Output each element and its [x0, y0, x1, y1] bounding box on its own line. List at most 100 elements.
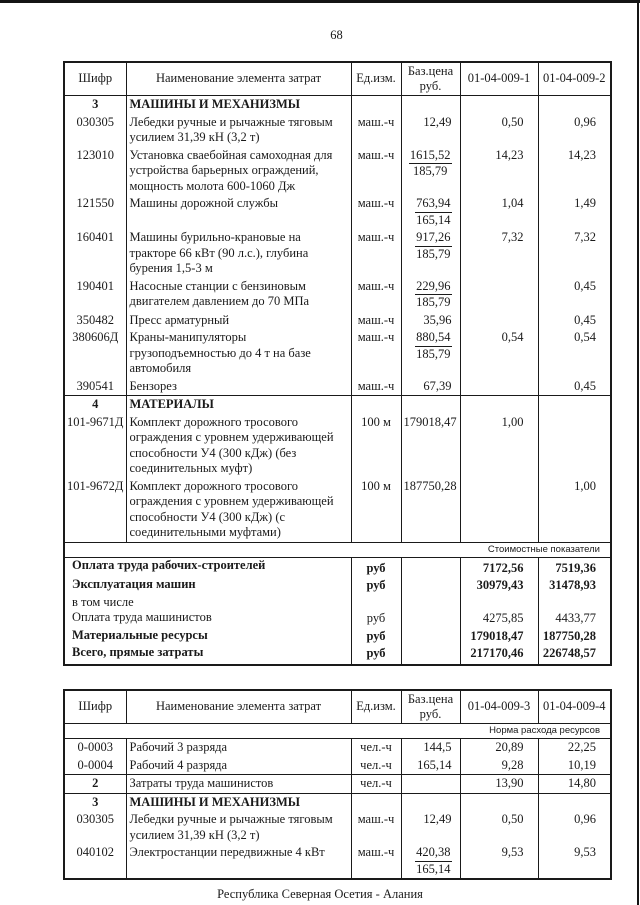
- summary-row: Оплата труда машинистов руб 4275,85 4433…: [64, 610, 611, 628]
- unit-cell: [350, 395, 401, 414]
- cost-indicators-band: Стоимостные показатели: [64, 541, 611, 558]
- cost-table-1: Шифр Наименование элемента затрат Ед.изм…: [63, 60, 612, 666]
- header-row: Шифр Наименование элемента затрат Ед.изм…: [64, 689, 611, 724]
- name-cell: Лебедки ручные и рычажные тяговым усилие…: [125, 113, 351, 147]
- price-cell: 165,14: [400, 756, 460, 775]
- value1-cell: 179018,47: [459, 627, 538, 645]
- price-cell: 179018,47: [400, 413, 460, 478]
- price-fraction: 420,38 165,14: [415, 845, 452, 876]
- rate2-cell: [537, 95, 611, 114]
- unit-cell: [350, 792, 401, 811]
- value1-cell: 7172,56: [459, 557, 538, 577]
- code-cell: 3: [92, 97, 99, 111]
- rate1-cell: [459, 277, 538, 312]
- name-cell: Бензорез: [125, 377, 351, 396]
- code-cell: 4: [64, 395, 126, 414]
- header-base-price: Баз.цена руб.: [400, 689, 460, 724]
- rate1-cell: 1,04: [459, 195, 538, 229]
- header-row: Шифр Наименование элемента затрат Ед.изм…: [64, 61, 611, 96]
- scan-edge-right-artifact: [637, 0, 639, 905]
- summary-row-total: Всего, прямые затраты руб 217170,46 2267…: [64, 645, 611, 665]
- rate2-cell: 1,00: [537, 477, 611, 542]
- table-row: 0-0003 Рабочий 3 разряда чел.-ч 144,5 20…: [64, 738, 611, 757]
- rate1-cell: 14,23: [459, 146, 538, 195]
- price-cell: [400, 95, 460, 114]
- table1-header: Шифр Наименование элемента затрат Ед.изм…: [64, 61, 611, 96]
- unit-cell: маш.-ч: [350, 844, 401, 879]
- summary-label: Всего, прямые затраты: [72, 645, 204, 659]
- unit-cell: 100 м: [350, 413, 401, 478]
- section-row: 4 МАТЕРИАЛЫ: [64, 395, 611, 414]
- header-norm-3: 01-04-009-3: [459, 689, 538, 724]
- price-cell: [400, 792, 460, 811]
- code-cell: 121550: [76, 196, 115, 210]
- table-row: 030305 Лебедки ручные и рычажные тяговым…: [64, 811, 611, 844]
- value1-cell: 4275,85: [459, 610, 538, 628]
- rate2-cell: 9,53: [537, 844, 611, 879]
- unit-cell: руб: [350, 645, 401, 665]
- rate2-cell: 7,32: [537, 229, 611, 278]
- price-cell: [400, 594, 460, 610]
- summary-row: в том числе: [64, 594, 611, 610]
- code-cell: 0-0003: [77, 740, 113, 754]
- table-row: 121550 Машины дорожной службы маш.-ч 763…: [64, 195, 611, 229]
- header-name: Наименование элемента затрат: [125, 61, 351, 96]
- name-cell: Комплект дорожного тросового ограждения …: [125, 413, 351, 478]
- unit-cell: маш.-ч: [350, 229, 401, 278]
- table-row: 101-9671Д Комплект дорожного тросового о…: [64, 413, 611, 478]
- unit-cell: руб: [350, 610, 401, 628]
- unit-cell: руб: [350, 627, 401, 645]
- price-cell: 187750,28: [400, 477, 460, 542]
- unit-cell: чел.-ч: [350, 774, 401, 793]
- rate1-cell: [459, 311, 538, 329]
- rate2-cell: 1,49: [537, 195, 611, 229]
- table-row: 390541 Бензорез маш.-ч 67,39 0,45: [64, 377, 611, 396]
- table-row: 040102 Электростанции передвижные 4 кВт …: [64, 844, 611, 879]
- price-cell: 229,96 185,79: [400, 277, 460, 312]
- rate2-cell: 14,80: [537, 774, 611, 793]
- summary-label: Оплата труда рабочих-строителей: [72, 557, 266, 572]
- rate1-cell: [459, 377, 538, 396]
- header-code: Шифр: [64, 61, 126, 96]
- price-cell: 12,49: [400, 811, 460, 844]
- name-cell: Затраты труда машинистов: [125, 774, 351, 793]
- unit-cell: [350, 594, 401, 610]
- rate2-cell: 0,45: [537, 277, 611, 312]
- header-name: Наименование элемента затрат: [125, 689, 351, 724]
- code-cell: 190401: [76, 278, 115, 293]
- unit-cell: маш.-ч: [350, 113, 401, 147]
- rate2-cell: 22,25: [537, 738, 611, 757]
- code-cell: 350482: [76, 312, 115, 327]
- code-cell: 390541: [76, 378, 115, 393]
- unit-cell: чел.-ч: [350, 756, 401, 775]
- code-cell: 040102: [76, 845, 115, 859]
- unit-cell: маш.-ч: [350, 277, 401, 312]
- header-base-price: Баз.цена руб.: [400, 61, 460, 96]
- price-fraction: 763,94 165,14: [415, 196, 452, 227]
- price-fraction: 229,96 185,79: [415, 278, 452, 309]
- unit-cell: 100 м: [350, 477, 401, 542]
- unit-cell: маш.-ч: [350, 146, 401, 195]
- price-cell: 763,94 165,14: [400, 195, 460, 229]
- unit-cell: чел.-ч: [350, 738, 401, 757]
- name-cell: Рабочий 4 разряда: [125, 756, 351, 775]
- value1-cell: 30979,43: [459, 577, 538, 595]
- price-fraction: 880,54 185,79: [415, 330, 452, 361]
- resource-norm-band: Норма расхода ресурсов: [64, 723, 611, 739]
- rate2-cell: 0,96: [537, 811, 611, 844]
- value2-cell: 31478,93: [537, 577, 611, 595]
- rate1-cell: 0,50: [459, 113, 538, 147]
- value1-cell: [459, 594, 538, 610]
- name-cell: Установка сваебойная самоходная для устр…: [125, 146, 351, 195]
- scan-edge-top-artifact: [0, 0, 640, 3]
- unit-cell: маш.-ч: [350, 195, 401, 229]
- rate1-cell: [459, 792, 538, 811]
- summary-row: Материальные ресурсы руб 179018,47 18775…: [64, 627, 611, 645]
- price-cell: [400, 627, 460, 645]
- header-norm-1: 01-04-009-1: [459, 61, 538, 96]
- name-cell: Краны-манипуляторы грузоподъемностью до …: [125, 329, 351, 378]
- code-cell: 3: [64, 792, 126, 811]
- table-row: 380606Д Краны-манипуляторы грузоподъемно…: [64, 329, 611, 378]
- rate1-cell: 20,89: [459, 738, 538, 757]
- code-cell: 2: [64, 774, 126, 793]
